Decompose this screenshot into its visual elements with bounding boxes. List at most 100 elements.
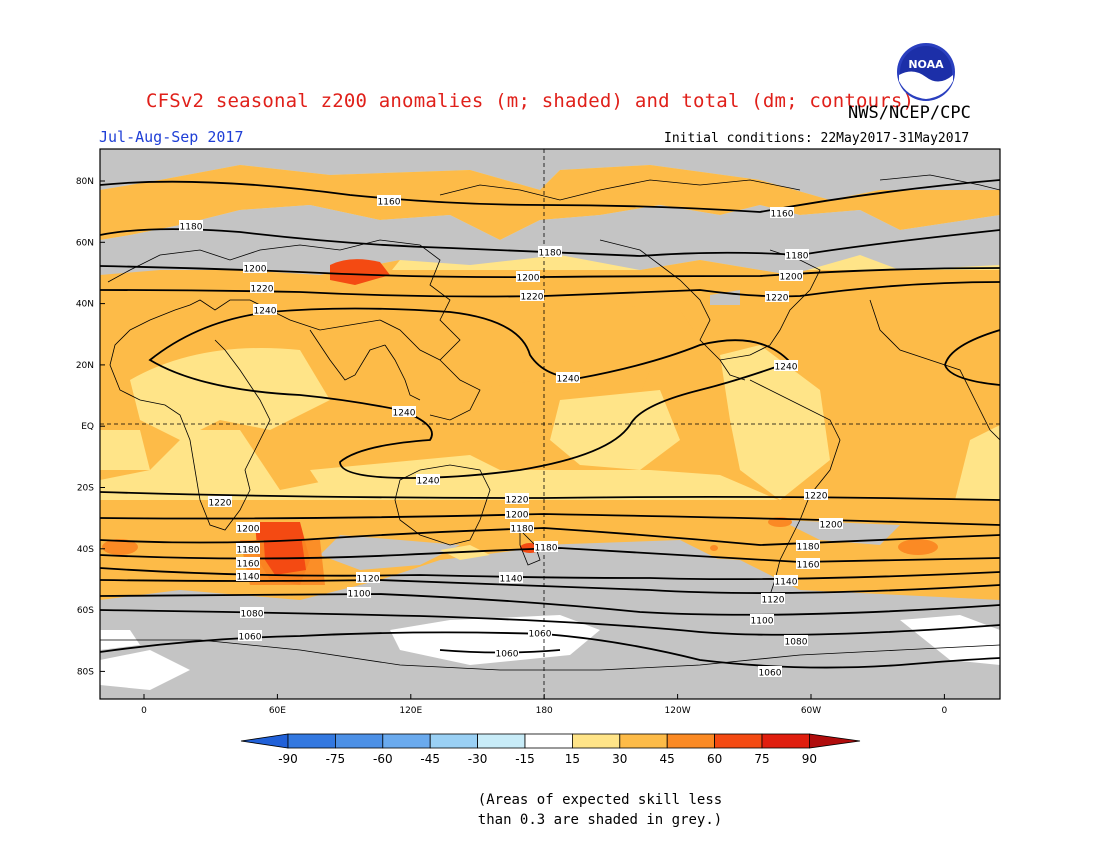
colorbar: -90 -75 -60 -45 -30 -15 15 30 45 60 75 90 [240,733,861,766]
contour-label-1240: 1240 [393,409,416,419]
contour-label-1180: 1180 [535,544,558,554]
contour-label-1120: 1120 [762,596,785,606]
contour-label-1080: 1080 [241,610,264,620]
contour-label-1080: 1080 [785,638,808,648]
lon-label-60e-1: 60E [269,706,286,716]
colorbar-swatch [524,733,573,749]
season-label: Jul-Aug-Sep 2017 [99,128,244,146]
colorbar-swatch [429,733,479,749]
colorbar-label: -15 [515,752,535,766]
contour-label-1200: 1200 [244,265,267,275]
lon-label-0-0: 0 [141,706,147,716]
colorbar-label: -60 [373,752,393,766]
colorbar-swatch [572,733,621,749]
colorbar-label: -45 [420,752,440,766]
lat-label-40n: 40N [76,300,94,310]
contour-label-1140: 1140 [237,573,260,583]
colorbar-swatch [619,733,668,749]
colorbar-swatch [382,733,431,749]
map-frame [99,148,1001,700]
contour-1100 [100,593,1000,616]
skill-note-line-1: (Areas of expected skill less [477,792,723,808]
colorbar-swatch [666,733,716,749]
contour-1160-south [100,547,1000,563]
contour-label-1220: 1220 [766,294,789,304]
anomaly-60-75-area [330,259,390,285]
colorbar-swatch [334,733,384,749]
colorbar-swatch [714,733,763,749]
lat-label-40s: 40S [77,545,94,555]
contour-1240-east [944,329,1000,386]
colorbar-label: 90 [802,752,817,766]
contour-label-1220: 1220 [506,496,529,506]
agency-label: NWS/NCEP/CPC [848,103,971,123]
contour-label-1220: 1220 [805,492,828,502]
skill-note: (Areas of expected skill less than 0.3 a… [470,790,730,830]
contour-label-1180: 1180 [511,525,534,535]
skill-note-line-2: than 0.3 are shaded in grey.) [477,812,723,828]
initial-conditions-label: Initial conditions: 22May2017-31May2017 [664,131,970,146]
contour-label-1160: 1160 [771,210,794,220]
latitude-labels: 80N 60N 40N 20N EQ 20S 40S 60S 80S [76,177,105,677]
lat-label-eq: EQ [81,422,94,432]
noaa-logo-text: NOAA [908,58,944,71]
contour-label-1120: 1120 [357,575,380,585]
contour-label-1180: 1180 [786,252,809,262]
contour-label-1060: 1060 [759,669,782,679]
contour-label-1180: 1180 [180,223,203,233]
contour-1200-south [100,513,1000,526]
contour-label-1240: 1240 [557,375,580,385]
colorbar-label: 30 [612,752,627,766]
lat-label-20n: 20N [76,361,94,371]
contour-label-1140: 1140 [775,578,798,588]
contour-label-1240: 1240 [417,477,440,487]
lon-label-180-3: 180 [536,706,553,716]
contour-1160-north [100,179,1000,213]
grey-skill-area-north [100,149,1000,200]
colorbar-label: -75 [326,752,346,766]
lon-label-0-6: 0 [942,706,948,716]
lat-label-20s: 20S [77,484,94,494]
contour-label-1200: 1200 [506,511,529,521]
lon-label-120e-2: 120E [399,706,422,716]
contour-label-1240: 1240 [254,307,277,317]
contour-label-1240: 1240 [775,363,798,373]
colorbar-label: -90 [278,752,298,766]
lon-label-60w-5: 60W [801,706,821,716]
contour-label-1180: 1180 [237,546,260,556]
contour-label-1180: 1180 [539,249,562,259]
colorbar-label: 75 [754,752,769,766]
contour-label-1100: 1100 [751,617,774,627]
contour-label-1060: 1060 [529,630,552,640]
lat-label-80s: 80S [77,667,94,677]
colorbar-swatch [477,733,526,749]
contour-label-1220: 1220 [251,285,274,295]
colorbar-label: 60 [707,752,722,766]
contour-label-1200: 1200 [517,274,540,284]
contour-label-1220: 1220 [209,499,232,509]
contour-label-1200: 1200 [820,521,843,531]
contour-label-1060: 1060 [496,650,519,660]
contour-label-1180: 1180 [797,543,820,553]
contour-1240 [148,307,792,479]
colorbar-label: 15 [565,752,580,766]
contour-1200-north [100,265,1000,279]
colorbar-swatch [761,733,810,749]
contour-label-1200: 1200 [237,525,260,535]
lon-label-120w-4: 120W [665,706,691,716]
longitude-labels: 0 60E 120E 180 120W 60W 0 [141,694,948,716]
colorbar-arrow-left [240,733,289,749]
lat-label-60s: 60S [77,606,94,616]
contour-1060 [100,631,1000,669]
colorbar-label: 45 [660,752,675,766]
contour-label-1160: 1160 [797,561,820,571]
colorbar-swatch [287,733,336,749]
contour-1180-south [100,527,1000,546]
contour-label-1140: 1140 [500,575,523,585]
contour-label-1060: 1060 [239,633,262,643]
contour-label-1160: 1160 [237,560,260,570]
map-title: CFSv2 seasonal z200 anomalies (m; shaded… [146,90,915,112]
noaa-logo-icon: NOAA [897,43,955,101]
